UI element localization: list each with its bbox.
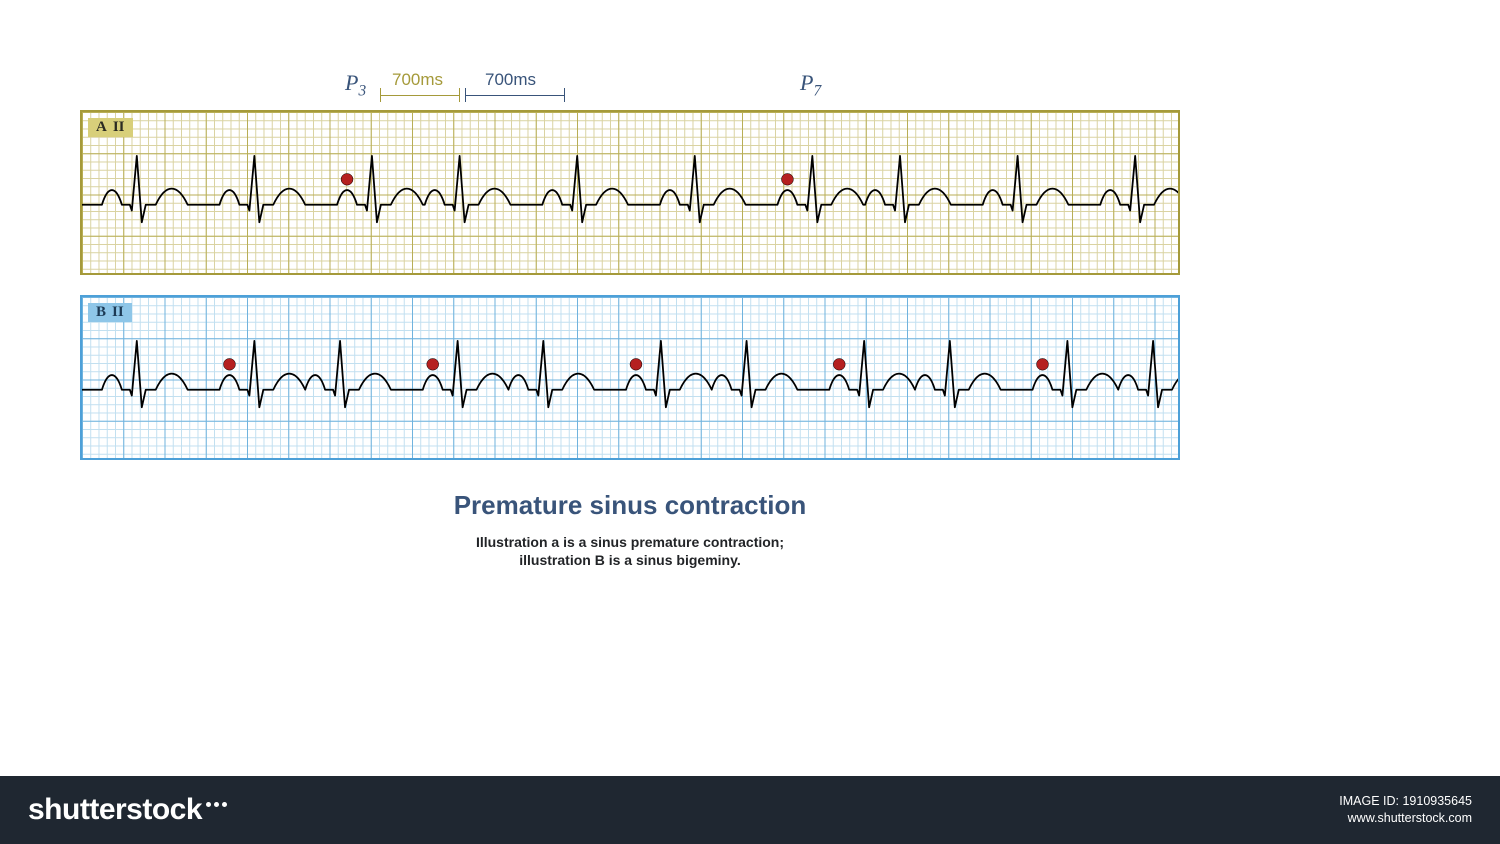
ecg-waveform-b xyxy=(82,297,1178,458)
interval-label-2: 700ms xyxy=(485,70,536,90)
ecg-waveform-a xyxy=(82,112,1178,273)
logo-text: shutterstock xyxy=(28,793,202,826)
ecg-strip-a: A II xyxy=(80,110,1180,275)
caption-line-2: illustration B is a sinus bigeminy. xyxy=(519,552,740,568)
caption-line-1: Illustration a is a sinus premature cont… xyxy=(476,534,784,550)
figure-caption: Illustration a is a sinus premature cont… xyxy=(80,533,1180,569)
image-id-label: IMAGE ID: xyxy=(1339,794,1402,808)
image-id-value: 1910935645 xyxy=(1402,794,1472,808)
footer-meta: IMAGE ID: 1910935645 www.shutterstock.co… xyxy=(1339,793,1472,828)
shutterstock-logo: shutterstock xyxy=(28,793,227,827)
footer-bar: shutterstock IMAGE ID: 1910935645 www.sh… xyxy=(0,776,1500,844)
interval-bar-1 xyxy=(380,88,460,102)
content-area: P3 P7 700ms 700ms A II B II Premature si… xyxy=(80,70,1400,569)
label-p7: P7 xyxy=(800,70,821,100)
annotation-row: P3 P7 700ms 700ms xyxy=(80,70,1180,110)
label-p3: P3 xyxy=(345,70,366,100)
figure-title: Premature sinus contraction xyxy=(80,490,1180,521)
logo-dots-icon xyxy=(206,802,227,807)
image-id-line: IMAGE ID: 1910935645 xyxy=(1339,793,1472,811)
ecg-strip-b: B II xyxy=(80,295,1180,460)
interval-bar-2 xyxy=(465,88,565,102)
interval-label-1: 700ms xyxy=(392,70,443,90)
caption-block: Premature sinus contraction Illustration… xyxy=(80,490,1180,569)
site-line: www.shutterstock.com xyxy=(1339,810,1472,828)
